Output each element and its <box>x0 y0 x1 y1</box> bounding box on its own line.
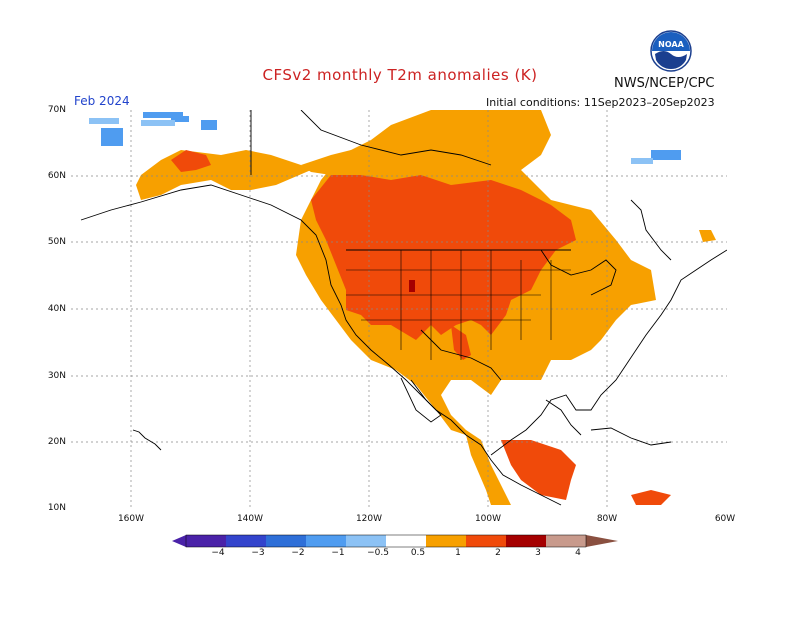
colorbar-segment <box>426 535 466 547</box>
colorbar-tick: −2 <box>291 548 305 558</box>
colorbar-segment <box>586 535 618 547</box>
noaa-logo-icon: NOAA <box>650 30 692 72</box>
colorbar-tick: −1 <box>331 548 345 558</box>
anomaly-region-lightblue <box>89 118 653 164</box>
colorbar-tick: 2 <box>495 548 501 558</box>
colorbar-segment <box>306 535 346 547</box>
colorbar-tick: −0.5 <box>367 548 389 558</box>
logo-text: NOAA <box>658 40 684 49</box>
colorbar-segment <box>506 535 546 547</box>
lat-label-50n: 50N <box>47 237 66 247</box>
forecast-period: Feb 2024 <box>74 94 130 108</box>
colorbar-segment <box>172 535 186 547</box>
anomaly-region-blue <box>101 112 681 160</box>
lon-label-60w: 60W <box>714 514 736 524</box>
coastlines <box>80 110 727 506</box>
colorbar-tick: 0.5 <box>410 548 426 558</box>
agency-label: NWS/NCEP/CPC <box>614 76 715 91</box>
lon-label-120w: 120W <box>355 514 383 524</box>
chart-title: CFSv2 monthly T2m anomalies (K) <box>262 66 538 84</box>
colorbar-segment <box>226 535 266 547</box>
colorbar-segment <box>346 535 386 547</box>
colorbar-segment <box>386 535 426 547</box>
colorbar-tick: 1 <box>455 548 461 558</box>
lon-label-100w: 100W <box>474 514 502 524</box>
colorbar-tick: 4 <box>575 548 581 558</box>
lat-label-20n: 20N <box>47 437 66 447</box>
lon-label-80w: 80W <box>596 514 618 524</box>
anomaly-cell-darkred <box>409 280 415 292</box>
colorbar-segment <box>186 535 226 547</box>
lat-label-40n: 40N <box>47 304 66 314</box>
colorbar-tick: 3 <box>535 548 541 558</box>
colorbar-segment <box>546 535 586 547</box>
colorbar-segment <box>466 535 506 547</box>
lat-label-60n: 60N <box>47 171 66 181</box>
anomaly-map <box>71 110 727 510</box>
lat-label-70n: 70N <box>47 105 66 115</box>
lon-label-140w: 140W <box>236 514 264 524</box>
lon-label-160w: 160W <box>117 514 145 524</box>
gridlines <box>71 110 727 510</box>
initial-conditions: Initial conditions: 11Sep2023–20Sep2023 <box>486 96 715 109</box>
anomaly-region-red <box>171 150 671 505</box>
colorbar-tick: −4 <box>211 548 225 558</box>
lat-label-30n: 30N <box>47 371 66 381</box>
colorbar-segment <box>266 535 306 547</box>
lat-label-10n: 10N <box>47 503 66 513</box>
colorbar <box>172 534 618 548</box>
colorbar-tick: −3 <box>251 548 265 558</box>
state-borders <box>346 250 571 360</box>
